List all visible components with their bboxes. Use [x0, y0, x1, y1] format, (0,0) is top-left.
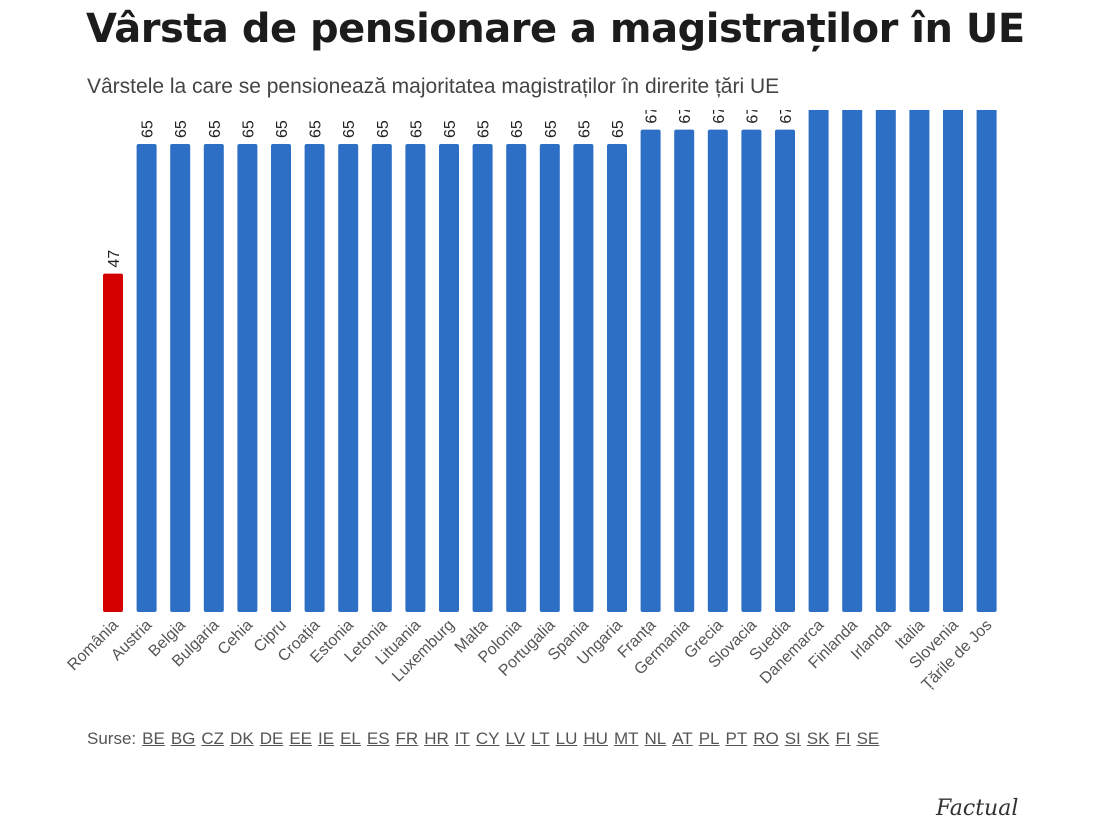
factual-logo: Factual [936, 796, 1019, 821]
source-link-it[interactable]: IT [454, 729, 470, 748]
bar-Danemarca [808, 110, 829, 612]
bar-Irlanda [875, 110, 896, 612]
bar-Slovenia [943, 110, 963, 612]
source-link-dk[interactable]: DK [230, 729, 254, 748]
bar-Croația [304, 144, 325, 612]
bar-Bulgaria [203, 144, 224, 612]
value-label: 67 [677, 110, 694, 124]
source-link-lt[interactable]: LT [531, 729, 550, 748]
bar-Portugalia [539, 144, 560, 612]
bar-Lituania [405, 144, 426, 612]
source-link-bg[interactable]: BG [170, 729, 196, 748]
source-link-pt[interactable]: PT [725, 729, 748, 748]
bar-Slovacia [741, 129, 762, 612]
value-label: 65 [610, 120, 627, 138]
bar-Finlanda [842, 110, 863, 612]
bar-Austria [136, 144, 157, 612]
bar-chart: 47România65Austria65Belgia65Bulgaria65Ce… [65, 110, 997, 694]
value-label: 65 [408, 120, 425, 138]
source-link-sk[interactable]: SK [806, 729, 830, 748]
category-label: Cehia [215, 617, 257, 659]
bar-Luxemburg [439, 144, 459, 612]
chart-subtitle: Vârstele la care se pensionează majorita… [87, 75, 780, 98]
bar-România [103, 273, 123, 612]
source-link-hr[interactable]: HR [424, 729, 449, 748]
value-label: 65 [140, 120, 157, 138]
bar-Letonia [371, 144, 392, 612]
value-label: 65 [375, 120, 392, 138]
value-label: 65 [207, 120, 224, 138]
value-label: 67 [644, 110, 661, 124]
source-links: BE BG CZ DK DE EE IE EL ES FR HR IT CY LV LT LU HU MT NL AT… [142, 729, 885, 748]
bar-Spania [573, 144, 594, 612]
value-label: 67 [711, 110, 728, 124]
value-label: 65 [442, 120, 459, 138]
source-link-si[interactable]: SI [784, 729, 801, 748]
value-label: 47 [106, 250, 123, 268]
source-link-mt[interactable]: MT [613, 729, 639, 748]
bar-Ungaria [607, 144, 627, 612]
bar-Polonia [506, 144, 527, 612]
value-label: 65 [543, 120, 560, 138]
bar-Franța [640, 129, 661, 612]
bar-Italia [909, 110, 930, 612]
source-link-be[interactable]: BE [142, 729, 165, 748]
value-label: 65 [173, 120, 190, 138]
sources-label: Surse: [87, 729, 137, 748]
source-link-ro[interactable]: RO [753, 729, 779, 748]
source-link-lv[interactable]: LV [505, 729, 526, 748]
value-label: 67 [744, 110, 761, 124]
source-link-at[interactable]: AT [672, 729, 693, 748]
value-label: 65 [308, 120, 325, 138]
value-label: 65 [576, 120, 593, 138]
value-label: 65 [476, 120, 493, 138]
source-link-nl[interactable]: NL [644, 729, 667, 748]
source-link-hu[interactable]: HU [583, 729, 608, 748]
chart-title: Vârsta de pensionare a magistraților în … [86, 6, 1025, 52]
category-label: România [65, 617, 122, 674]
value-label: 65 [274, 120, 291, 138]
source-link-es[interactable]: ES [366, 729, 390, 748]
bar-Cehia [237, 144, 258, 612]
source-link-cy[interactable]: CY [475, 729, 500, 748]
bar-Țările de Jos [976, 110, 997, 612]
source-link-se[interactable]: SE [856, 729, 880, 748]
bar-Suedia [775, 129, 795, 612]
bar-Belgia [170, 144, 191, 612]
source-link-fi[interactable]: FI [835, 729, 851, 748]
bar-Estonia [338, 144, 359, 612]
source-link-lu[interactable]: LU [555, 729, 578, 748]
source-link-de[interactable]: DE [259, 729, 284, 748]
source-link-ie[interactable]: IE [318, 729, 335, 748]
source-link-pl[interactable]: PL [698, 729, 720, 748]
value-label: 67 [778, 110, 795, 124]
source-link-fr[interactable]: FR [395, 729, 419, 748]
bar-Malta [472, 144, 493, 612]
bar-Cipru [271, 144, 291, 612]
value-label: 65 [240, 120, 257, 138]
bar-Germania [674, 129, 695, 612]
value-label: 65 [341, 120, 358, 138]
bar-Grecia [707, 129, 728, 612]
value-label: 65 [509, 120, 526, 138]
source-link-ee[interactable]: EE [289, 729, 312, 748]
source-link-el[interactable]: EL [340, 729, 361, 748]
sources-line: Surse: BE BG CZ DK DE EE IE EL ES FR HR IT CY LV LT LU HU… [87, 729, 885, 749]
source-link-cz[interactable]: CZ [201, 729, 225, 748]
